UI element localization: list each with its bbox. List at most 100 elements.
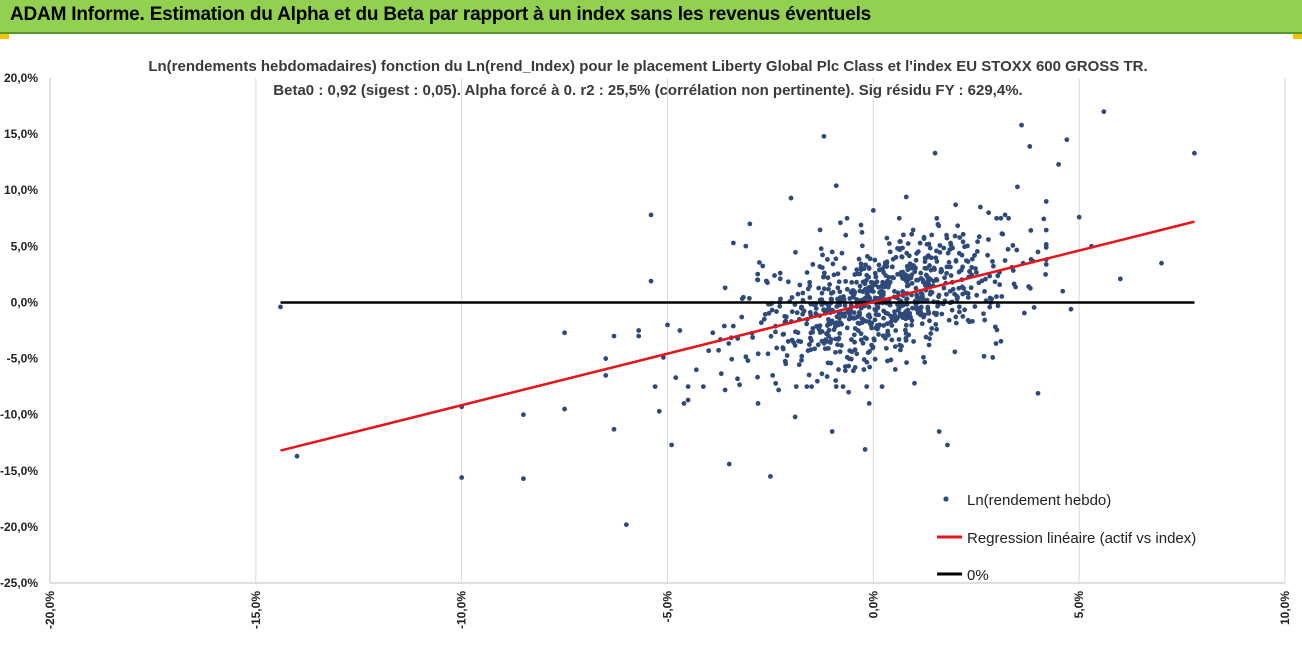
scatter-point — [905, 282, 911, 288]
scatter-point — [813, 311, 819, 316]
scatter-point — [857, 321, 862, 326]
scatter-point — [839, 250, 845, 256]
scatter-point — [693, 367, 699, 373]
scatter-point — [737, 382, 742, 388]
scatter-point — [768, 473, 773, 479]
scatter-point — [856, 256, 862, 262]
scatter-point — [965, 259, 971, 264]
scatter-point — [822, 346, 828, 352]
scatter-point — [909, 280, 915, 286]
scatter-point — [851, 332, 857, 338]
scatter-point — [1068, 306, 1074, 312]
scatter-point — [718, 371, 724, 377]
scatter-point — [862, 335, 868, 341]
scatter-point — [851, 310, 857, 316]
scatter-point — [817, 227, 823, 233]
scatter-point — [794, 310, 800, 316]
scatter-point — [924, 241, 930, 247]
scatter-point — [886, 241, 892, 247]
scatter-point — [837, 331, 843, 336]
scatter-point — [867, 364, 873, 370]
scatter-point — [835, 342, 840, 348]
scatter-point — [762, 311, 768, 317]
scatter-point — [1117, 276, 1123, 282]
scatter-point — [755, 401, 761, 406]
y-tick-label: -5,0% — [7, 352, 39, 366]
scatter-point — [873, 308, 879, 313]
scatter-point — [926, 342, 932, 348]
scatter-point — [982, 317, 988, 323]
scatter-point — [855, 271, 860, 277]
scatter-point — [892, 344, 898, 349]
scatter-point — [876, 312, 882, 318]
scatter-point — [982, 288, 987, 294]
scatter-point — [777, 303, 783, 309]
scatter-point — [877, 290, 882, 295]
y-tick-label: -25,0% — [0, 576, 38, 590]
scatter-point — [974, 270, 979, 275]
scatter-point — [755, 351, 761, 357]
scatter-point — [898, 347, 903, 353]
scatter-point — [788, 195, 794, 201]
scatter-point — [943, 291, 949, 297]
scatter-point — [914, 251, 920, 256]
scatter-point — [934, 248, 939, 254]
scatter-point — [739, 314, 745, 320]
scatter-point — [960, 239, 966, 245]
scatter-point — [977, 204, 983, 210]
scatter-point — [932, 150, 938, 156]
scatter-point — [685, 384, 691, 390]
scatter-point — [904, 296, 909, 302]
scatter-point — [826, 286, 831, 292]
scatter-point — [796, 338, 801, 344]
scatter-point — [859, 230, 865, 235]
scatter-point — [925, 304, 931, 310]
scatter-point — [965, 317, 971, 323]
scatter-point — [844, 325, 850, 331]
scatter-point — [944, 264, 950, 270]
scatter-point — [673, 375, 679, 381]
scatter-point — [945, 442, 950, 448]
y-tick-label: 0,0% — [11, 295, 39, 309]
scatter-point — [960, 314, 966, 319]
scatter-point — [952, 349, 958, 355]
scatter-point — [909, 322, 914, 328]
scatter-point — [864, 384, 870, 390]
scatter-point — [900, 245, 905, 251]
scatter-point — [459, 475, 465, 480]
scatter-point — [956, 250, 962, 256]
scatter-point — [821, 274, 826, 280]
scatter-point — [836, 279, 842, 285]
scatter-point — [924, 265, 929, 271]
scatter-point — [648, 212, 654, 218]
scatter-point — [864, 286, 870, 292]
scatter-point — [869, 342, 874, 348]
scatter-point — [987, 295, 993, 301]
accent-left — [0, 34, 9, 39]
x-tick-label: -10,0% — [455, 591, 469, 629]
scatter-point — [903, 335, 909, 341]
scatter-point — [821, 340, 827, 346]
scatter-point — [829, 296, 835, 302]
scatter-point — [965, 295, 971, 300]
scatter-point — [1021, 310, 1027, 316]
scatter-point — [730, 240, 736, 246]
scatter-point — [797, 282, 803, 288]
scatter-point — [873, 274, 879, 280]
scatter-point — [857, 311, 863, 317]
scatter-point — [842, 303, 848, 308]
scatter-point — [677, 328, 683, 333]
scatter-point — [819, 297, 825, 303]
scatter-point — [995, 303, 1001, 309]
scatter-point — [865, 313, 871, 319]
x-tick-label: -15,0% — [249, 591, 263, 629]
scatter-point — [973, 266, 978, 271]
scatter-point — [826, 317, 831, 322]
scatter-point — [883, 345, 889, 351]
scatter-point — [972, 304, 978, 309]
scatter-point — [755, 277, 761, 283]
scatter-point — [829, 249, 835, 255]
scatter-point — [854, 267, 860, 273]
scatter-point — [562, 406, 567, 412]
scatter-point — [964, 243, 970, 249]
